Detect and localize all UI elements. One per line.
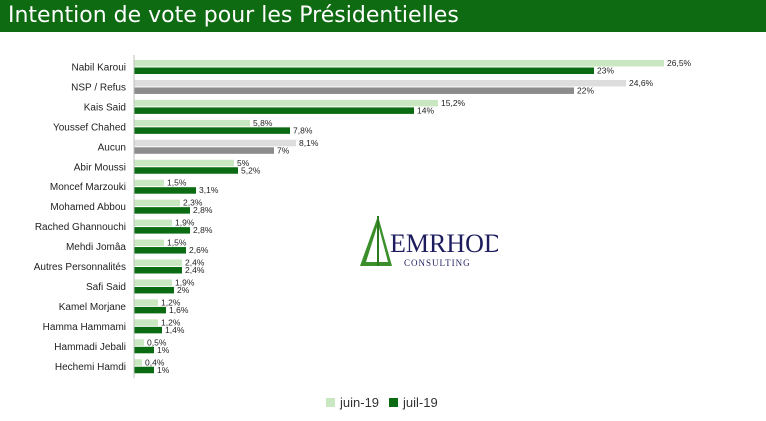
bar-juil-youssef-chahed bbox=[134, 127, 290, 134]
bar-juin-hammadi-jebali bbox=[134, 339, 144, 346]
value-label-juil-kamel-morjane: 1,6% bbox=[169, 305, 189, 315]
legend-label-juil: juil-19 bbox=[403, 394, 438, 410]
bar-juin-aucun bbox=[134, 139, 296, 147]
category-label-mehdi-jomaa: Mehdi Jomâa bbox=[66, 242, 126, 253]
bar-juin-autres-personnalites bbox=[134, 259, 182, 266]
category-label-rached-ghannouchi: Rached Ghannouchi bbox=[35, 222, 126, 233]
bar-juin-rached-ghannouchi bbox=[134, 219, 172, 227]
value-label-juil-nsp-refus: 22% bbox=[577, 85, 594, 95]
category-label-mohamed-abbou: Mohamed Abbou bbox=[50, 202, 126, 213]
category-label-nsp-refus: NSP / Refus bbox=[71, 82, 126, 93]
value-label-juil-abir-moussi: 5,2% bbox=[241, 165, 261, 175]
bar-juil-hamma-hammami bbox=[134, 326, 162, 334]
bar-chart: Nabil Karoui 26,5% 23% NSP / Refus 24,6% 22% K… bbox=[34, 55, 692, 379]
bar-juin-kamel-morjane bbox=[134, 299, 158, 306]
bar-juil-nsp-refus bbox=[134, 87, 574, 94]
bar-juil-hammadi-jebali bbox=[134, 346, 154, 354]
bar-juin-nabil-karoui bbox=[134, 60, 664, 67]
value-label-juin-nabil-karoui: 26,5% bbox=[667, 58, 692, 68]
bar-juil-kamel-morjane bbox=[134, 306, 166, 314]
value-label-juin-kamel-morjane: 1,2% bbox=[161, 297, 181, 307]
bar-juin-kais-said bbox=[134, 99, 438, 107]
value-label-juin-autres-personnalites: 2,4% bbox=[185, 258, 205, 268]
value-label-juil-kais-said: 14% bbox=[417, 105, 434, 115]
category-label-hechemi-hamdi: Hechemi Hamdi bbox=[55, 362, 126, 373]
value-label-juil-aucun: 7% bbox=[277, 145, 290, 155]
value-label-juin-moncef-marzouki: 1,5% bbox=[167, 178, 187, 188]
bar-juil-rached-ghannouchi bbox=[134, 227, 190, 234]
value-label-juin-abir-moussi: 5% bbox=[237, 158, 250, 168]
value-label-juil-hechemi-hamdi: 1% bbox=[157, 365, 170, 375]
category-label-kais-said: Kais Said bbox=[84, 102, 126, 113]
value-label-juil-autres-personnalites: 2,4% bbox=[185, 265, 205, 275]
legend-swatch-juil bbox=[389, 397, 399, 407]
category-label-hamma-hammami: Hamma Hammami bbox=[43, 322, 126, 333]
category-label-youssef-chahed: Youssef Chahed bbox=[53, 122, 126, 133]
value-label-juin-hamma-hammami: 1,2% bbox=[161, 317, 181, 327]
value-label-juin-safi-said: 1,9% bbox=[175, 277, 195, 287]
legend-label-juin: juin-19 bbox=[340, 394, 380, 410]
value-label-juil-moncef-marzouki: 3,1% bbox=[199, 185, 219, 195]
bar-juil-nabil-karoui bbox=[134, 67, 594, 74]
bar-juil-safi-said bbox=[134, 286, 174, 294]
value-label-juin-mehdi-jomaa: 1,5% bbox=[167, 238, 187, 248]
value-label-juil-mehdi-jomaa: 2,6% bbox=[189, 245, 209, 255]
value-label-juin-kais-said: 15,2% bbox=[441, 98, 466, 108]
value-label-juin-hammadi-jebali: 0,5% bbox=[147, 337, 167, 347]
category-label-nabil-karoui: Nabil Karoui bbox=[72, 63, 126, 74]
category-label-safi-said: Safi Said bbox=[86, 282, 126, 293]
legend-item-juin: juin-19 bbox=[326, 395, 379, 410]
value-label-juil-nabil-karoui: 23% bbox=[597, 66, 614, 76]
legend-swatch-juin bbox=[326, 397, 335, 407]
bar-juil-abir-moussi bbox=[134, 167, 238, 174]
bar-juil-mohamed-abbou bbox=[134, 207, 190, 214]
category-label-abir-moussi: Abir Moussi bbox=[74, 162, 126, 173]
bar-juin-hamma-hammami bbox=[134, 319, 158, 326]
bar-juin-abir-moussi bbox=[134, 159, 234, 167]
value-label-juin-youssef-chahed: 5,8% bbox=[253, 118, 273, 128]
value-label-juil-hammadi-jebali: 1% bbox=[157, 345, 170, 355]
bar-juil-kais-said bbox=[134, 107, 414, 114]
bar-juin-hechemi-hamdi bbox=[134, 359, 142, 366]
value-label-juil-youssef-chahed: 7,8% bbox=[293, 125, 313, 135]
value-label-juin-hechemi-hamdi: 0,4% bbox=[145, 357, 165, 367]
value-label-juil-rached-ghannouchi: 2,8% bbox=[193, 225, 213, 235]
category-label-aucun: Aucun bbox=[98, 142, 126, 153]
category-label-hammadi-jebali: Hammadi Jebali bbox=[54, 342, 126, 353]
category-label-kamel-morjane: Kamel Morjane bbox=[59, 302, 127, 313]
bar-juin-safi-said bbox=[134, 279, 172, 286]
emrhod-logo: EMRHOD CONSULTING bbox=[358, 208, 503, 278]
bar-juil-moncef-marzouki bbox=[134, 187, 196, 194]
value-label-juil-mohamed-abbou: 2,8% bbox=[193, 205, 213, 215]
value-label-juin-rached-ghannouchi: 1,9% bbox=[175, 218, 195, 228]
category-label-autres-personnalites: Autres Personnalités bbox=[34, 262, 126, 273]
bar-juil-aucun bbox=[134, 147, 274, 154]
logo-tagline: CONSULTING bbox=[404, 258, 471, 268]
value-label-juin-nsp-refus: 24,6% bbox=[629, 78, 654, 88]
value-label-juin-aucun: 8,1% bbox=[299, 138, 319, 148]
chart-legend: juin-19 juil-19 bbox=[326, 393, 438, 411]
bar-juin-mohamed-abbou bbox=[134, 199, 180, 207]
bar-juil-mehdi-jomaa bbox=[134, 247, 186, 254]
value-label-juil-hamma-hammami: 1,4% bbox=[165, 325, 185, 335]
page-title: Intention de vote pour les Présidentiell… bbox=[8, 3, 459, 28]
logo-name: EMRHOD bbox=[390, 229, 498, 258]
bar-juin-youssef-chahed bbox=[134, 119, 250, 127]
bar-juil-hechemi-hamdi bbox=[134, 366, 154, 374]
bar-juin-mehdi-jomaa bbox=[134, 239, 164, 247]
legend-item-juil: juil-19 bbox=[389, 395, 438, 410]
bar-juin-moncef-marzouki bbox=[134, 179, 164, 187]
bar-juin-nsp-refus bbox=[134, 79, 626, 87]
category-label-moncef-marzouki: Moncef Marzouki bbox=[50, 182, 126, 193]
bar-juil-autres-personnalites bbox=[134, 267, 182, 274]
value-label-juil-safi-said: 2% bbox=[177, 285, 190, 295]
value-label-juin-mohamed-abbou: 2,3% bbox=[183, 198, 203, 208]
title-bar: Intention de vote pour les Présidentiell… bbox=[0, 0, 766, 32]
